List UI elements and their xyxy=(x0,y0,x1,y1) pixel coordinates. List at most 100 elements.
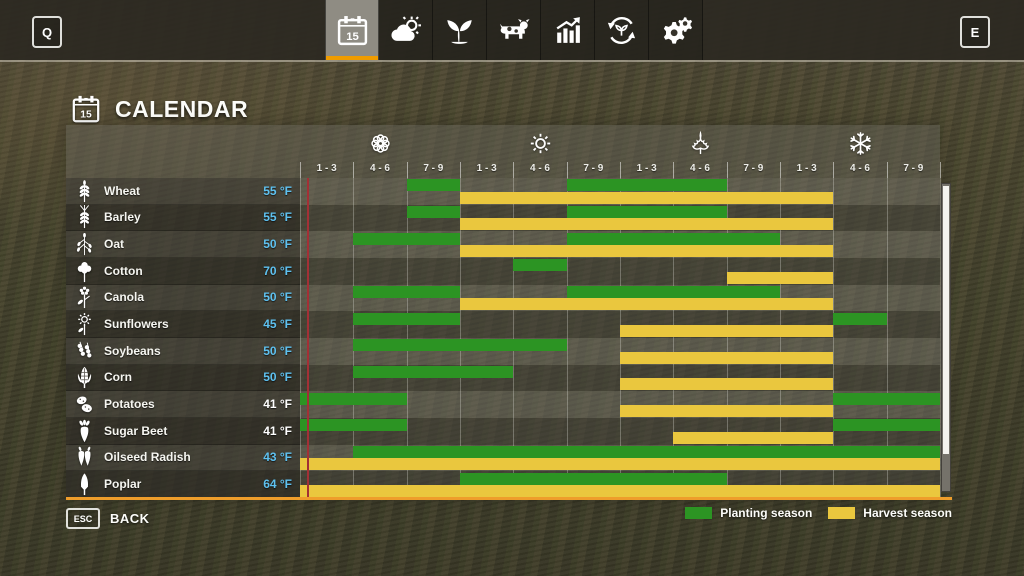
crop-name: Soybeans xyxy=(104,343,161,358)
crop-row-sunflowers: Sunflowers 45 °F xyxy=(66,311,300,338)
crop-row-barley: Barley 55 °F xyxy=(66,205,300,232)
crop-germination-temp: 50 °F xyxy=(263,237,292,252)
crop-row-soybeans: Soybeans 50 °F xyxy=(66,338,300,365)
grid-line xyxy=(566,178,568,498)
sprout-icon xyxy=(443,14,476,47)
column-tick xyxy=(833,162,835,178)
planting-season-bar xyxy=(406,179,460,192)
column-tick xyxy=(300,162,301,178)
tab-calendar[interactable]: 15 xyxy=(325,0,379,60)
cotton-icon xyxy=(74,259,95,283)
period-label: 1 - 3 xyxy=(316,163,337,174)
grid-line xyxy=(300,178,301,498)
flower-icon xyxy=(300,128,460,158)
oat-icon xyxy=(74,232,95,256)
grid-line xyxy=(886,178,888,498)
key-hint-q[interactable]: Q xyxy=(32,16,62,48)
snowflake-icon xyxy=(780,128,940,158)
calendar-grid: Wheat 55 °F Barley 55 °F Oat 50 °F Cotton 70 °F… xyxy=(66,178,941,498)
gears-icon xyxy=(659,14,692,47)
crop-row-potatoes: Potatoes 41 °F xyxy=(66,391,300,418)
sun-icon xyxy=(460,128,620,158)
period-label: 4 - 6 xyxy=(849,163,870,174)
scrollbar-thumb[interactable] xyxy=(943,186,949,454)
harvest-season-bar xyxy=(620,404,834,417)
svg-text:15: 15 xyxy=(80,109,92,120)
corn-icon xyxy=(74,365,95,389)
wheat-icon xyxy=(74,179,95,203)
planting-season-bar xyxy=(460,472,727,485)
tab-statistics[interactable] xyxy=(541,0,595,60)
period-label: 1 - 3 xyxy=(476,163,497,174)
grid-line xyxy=(940,178,941,498)
tab-bar: 15 xyxy=(325,0,703,60)
legend-swatch xyxy=(685,507,713,519)
legend-item: Harvest season xyxy=(828,506,952,520)
crop-name: Sunflowers xyxy=(104,317,169,332)
period-label: 1 - 3 xyxy=(796,163,817,174)
legend-swatch xyxy=(828,507,856,519)
back-label: BACK xyxy=(110,511,150,526)
barley-icon xyxy=(74,205,95,229)
planting-season-bar xyxy=(353,445,940,458)
crop-germination-temp: 55 °F xyxy=(263,210,292,225)
column-tick xyxy=(940,162,941,178)
period-label: 4 - 6 xyxy=(369,163,390,174)
oilseed-radish-icon xyxy=(74,445,95,469)
crop-row-oilseed-radish: Oilseed Radish 43 °F xyxy=(66,445,300,472)
sugar-beet-icon xyxy=(74,419,95,443)
crop-germination-temp: 45 °F xyxy=(263,317,292,332)
crop-row-poplar: Poplar 64 °F xyxy=(66,471,300,498)
potato-icon xyxy=(74,392,95,416)
grid-line xyxy=(513,178,515,498)
crop-germination-temp: 64 °F xyxy=(263,477,292,492)
tab-crops[interactable] xyxy=(433,0,487,60)
harvest-season-bar xyxy=(460,191,834,204)
tab-animals[interactable] xyxy=(487,0,541,60)
planting-season-bar xyxy=(566,179,727,192)
harvest-season-bar xyxy=(460,218,834,231)
stats-icon xyxy=(551,14,584,47)
planting-season-bar xyxy=(300,392,407,405)
period-label: 4 - 6 xyxy=(529,163,550,174)
harvest-season-bar xyxy=(620,324,834,337)
column-tick xyxy=(406,162,408,178)
crop-label-column xyxy=(66,178,300,498)
crop-row-sugar-beet: Sugar Beet 41 °F xyxy=(66,418,300,445)
key-hint-e[interactable]: E xyxy=(960,16,990,48)
planting-season-bar xyxy=(353,312,460,325)
crop-germination-temp: 41 °F xyxy=(263,423,292,438)
crop-germination-temp: 50 °F xyxy=(263,343,292,358)
legend-label: Planting season xyxy=(720,506,813,520)
tab-weather[interactable] xyxy=(379,0,433,60)
calendar-panel: Wheat 55 °F Barley 55 °F Oat 50 °F Cotton 70 °F… xyxy=(66,125,941,498)
planting-season-bar xyxy=(833,312,887,325)
scrollbar-track[interactable] xyxy=(941,183,951,492)
planting-season-bar xyxy=(300,419,407,432)
grid-line xyxy=(353,178,355,498)
crop-germination-temp: 50 °F xyxy=(263,290,292,305)
planting-season-bar xyxy=(353,365,514,378)
period-label: 7 - 9 xyxy=(423,163,444,174)
crop-name: Sugar Beet xyxy=(104,423,168,438)
crop-name: Poplar xyxy=(104,477,142,492)
column-tick xyxy=(513,162,515,178)
crop-name: Corn xyxy=(104,370,132,385)
period-label: 1 - 3 xyxy=(636,163,657,174)
crop-row-corn: Corn 50 °F xyxy=(66,365,300,392)
tab-production[interactable] xyxy=(595,0,649,60)
harvest-season-bar xyxy=(620,378,834,391)
current-day-line xyxy=(307,178,310,498)
tab-settings[interactable] xyxy=(649,0,703,60)
legend-label: Harvest season xyxy=(863,506,952,520)
crop-name: Cotton xyxy=(104,263,143,278)
sunflower-icon xyxy=(74,312,95,336)
grid-line xyxy=(460,178,461,498)
cow-icon xyxy=(497,14,530,47)
top-bar-divider xyxy=(0,60,1024,62)
grid-line xyxy=(620,178,621,498)
calendar-icon: 15 xyxy=(70,94,102,124)
weather-icon xyxy=(389,14,422,47)
harvest-season-bar xyxy=(300,458,940,471)
back-button[interactable]: ESC BACK xyxy=(66,508,150,529)
